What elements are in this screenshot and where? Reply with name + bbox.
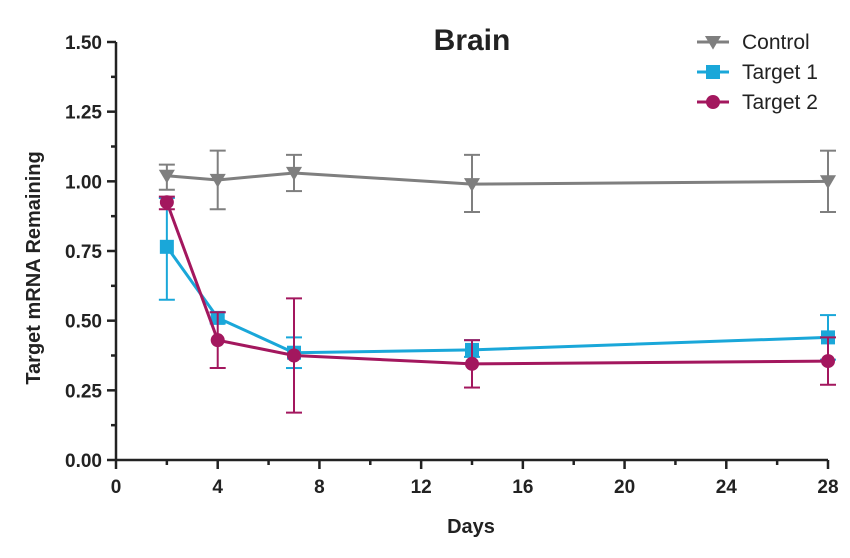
data-point xyxy=(285,166,303,181)
legend-item-target-2: Target 2 xyxy=(697,91,818,114)
y-tick-label: 0.75 xyxy=(65,242,102,263)
y-tick-label: 1.00 xyxy=(65,172,102,193)
legend-item-target-1: Target 1 xyxy=(697,61,818,84)
x-tick-label: 24 xyxy=(716,477,738,498)
legend-marker xyxy=(706,95,720,109)
legend-item-control: Control xyxy=(697,31,810,54)
series-control xyxy=(158,149,837,213)
series-line xyxy=(165,245,829,355)
x-tick-label: 8 xyxy=(314,477,325,498)
legend-marker xyxy=(706,65,720,79)
data-point xyxy=(210,333,225,348)
y-tick-label: 0.00 xyxy=(65,451,102,472)
legend: Control Target 1 Target 2 xyxy=(697,31,818,114)
data-point xyxy=(819,175,837,189)
x-tick-label: 28 xyxy=(817,477,838,498)
x-tick-label: 12 xyxy=(411,477,432,498)
data-point xyxy=(209,173,226,188)
x-tick-label: 20 xyxy=(614,477,635,498)
data-point xyxy=(158,169,175,184)
series-target-2 xyxy=(158,195,836,414)
data-point xyxy=(821,354,835,369)
legend-label: Target 2 xyxy=(742,91,818,114)
y-tick-label: 0.50 xyxy=(65,312,102,333)
y-axis-label: Target mRNA Remaining xyxy=(23,151,45,384)
data-point xyxy=(287,348,301,363)
x-axis-label: Days xyxy=(447,516,495,538)
x-tick-label: 0 xyxy=(111,477,122,498)
data-point xyxy=(463,178,481,192)
legend-label: Target 1 xyxy=(742,61,818,84)
y-tick-label: 0.25 xyxy=(65,381,102,402)
y-tick-label: 1.25 xyxy=(65,103,102,124)
data-point xyxy=(159,239,174,254)
axes: 0.00 0.25 0.50 0.75 1.00 1.25 1.50 0 4 8 12 16 20 24 2… xyxy=(65,33,839,498)
legend-label: Control xyxy=(742,31,810,54)
data-point xyxy=(465,356,479,371)
series-line xyxy=(166,171,829,186)
y-tick-label: 1.50 xyxy=(65,33,102,54)
x-tick-label: 16 xyxy=(512,477,533,498)
series-layer xyxy=(158,149,837,414)
series-target-1 xyxy=(158,197,836,370)
legend-marker xyxy=(704,35,722,50)
data-point xyxy=(159,195,174,210)
chart-title: Brain xyxy=(434,24,511,57)
x-tick-label: 4 xyxy=(212,477,223,498)
